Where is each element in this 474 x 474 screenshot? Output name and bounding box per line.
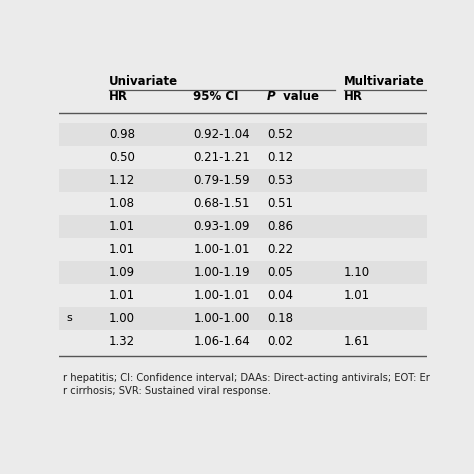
Bar xyxy=(59,169,427,191)
Text: r cirrhosis; SVR: Sustained viral response.: r cirrhosis; SVR: Sustained viral respon… xyxy=(63,386,271,396)
Text: 0.04: 0.04 xyxy=(267,289,293,301)
Text: 1.00-1.01: 1.00-1.01 xyxy=(193,243,250,255)
Text: 1.01: 1.01 xyxy=(109,243,135,255)
Text: s: s xyxy=(66,313,73,323)
Text: 0.18: 0.18 xyxy=(267,311,293,325)
Text: 0.50: 0.50 xyxy=(109,151,135,164)
Text: 1.00-1.01: 1.00-1.01 xyxy=(193,289,250,301)
Text: 1.32: 1.32 xyxy=(109,335,135,347)
Text: 0.52: 0.52 xyxy=(267,128,293,141)
Text: 0.22: 0.22 xyxy=(267,243,293,255)
Text: P: P xyxy=(267,90,275,102)
Text: HR: HR xyxy=(109,90,128,102)
Text: 95% CI: 95% CI xyxy=(193,90,239,102)
Bar xyxy=(59,215,427,237)
Text: Multivariate: Multivariate xyxy=(344,74,425,88)
Bar xyxy=(59,261,427,283)
Text: HR: HR xyxy=(344,90,363,102)
Text: 0.93-1.09: 0.93-1.09 xyxy=(193,219,250,233)
Text: 1.01: 1.01 xyxy=(109,289,135,301)
Text: 0.92-1.04: 0.92-1.04 xyxy=(193,128,250,141)
Text: 1.01: 1.01 xyxy=(344,289,370,301)
Text: 0.12: 0.12 xyxy=(267,151,293,164)
Text: Univariate: Univariate xyxy=(109,74,178,88)
Text: 1.12: 1.12 xyxy=(109,173,135,187)
Text: 1.00-1.19: 1.00-1.19 xyxy=(193,265,250,279)
Text: 1.09: 1.09 xyxy=(109,265,135,279)
Text: 0.68-1.51: 0.68-1.51 xyxy=(193,197,250,210)
Text: r hepatitis; CI: Confidence interval; DAAs: Direct-acting antivirals; EOT: Er: r hepatitis; CI: Confidence interval; DA… xyxy=(63,373,430,383)
Bar xyxy=(59,307,427,329)
Text: 0.21-1.21: 0.21-1.21 xyxy=(193,151,250,164)
Text: 0.98: 0.98 xyxy=(109,128,135,141)
Text: 0.05: 0.05 xyxy=(267,265,292,279)
Text: 1.08: 1.08 xyxy=(109,197,135,210)
Text: 1.01: 1.01 xyxy=(109,219,135,233)
Text: 1.61: 1.61 xyxy=(344,335,370,347)
Text: 1.00-1.00: 1.00-1.00 xyxy=(193,311,250,325)
Text: 1.06-1.64: 1.06-1.64 xyxy=(193,335,250,347)
Text: 0.51: 0.51 xyxy=(267,197,293,210)
Bar xyxy=(59,123,427,146)
Text: value: value xyxy=(279,90,319,102)
Text: 0.53: 0.53 xyxy=(267,173,292,187)
Text: 1.00: 1.00 xyxy=(109,311,135,325)
Text: 0.86: 0.86 xyxy=(267,219,293,233)
Text: 0.79-1.59: 0.79-1.59 xyxy=(193,173,250,187)
Text: 1.10: 1.10 xyxy=(344,265,370,279)
Text: 0.02: 0.02 xyxy=(267,335,293,347)
